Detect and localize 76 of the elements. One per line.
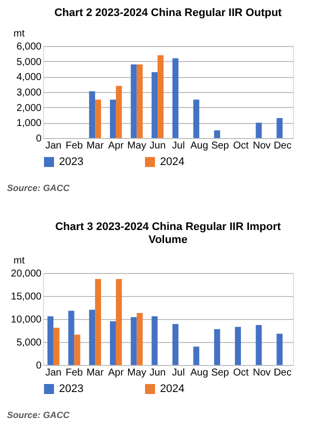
x-tick-label: Nov <box>252 368 271 378</box>
x-tick-label: Jul <box>172 368 185 378</box>
x-tick-label: Mar <box>86 368 104 378</box>
legend-label: 2024 <box>160 383 184 395</box>
bar <box>172 58 178 138</box>
bar <box>234 326 241 365</box>
y-axis-title: mt <box>14 28 25 40</box>
x-tick-label: Aug <box>190 368 208 378</box>
x-tick-label: Jan <box>45 140 62 152</box>
bar <box>276 118 283 138</box>
bar <box>68 310 74 365</box>
chart-title: Chart 2 2023-2024 China Regular IIR Output <box>54 7 282 19</box>
x-tick-label: Oct <box>233 368 249 378</box>
y-tick-label: 20,000 <box>10 268 42 280</box>
bar <box>116 278 122 365</box>
bar <box>74 334 80 365</box>
legend-label: 2023 <box>59 383 84 395</box>
legend-label: 2024 <box>160 156 184 168</box>
bar <box>152 316 158 365</box>
x-tick-label: Jun <box>150 140 166 152</box>
x-tick-label: Apr <box>108 368 124 378</box>
bar <box>214 329 220 365</box>
x-tick-label: Jul <box>172 140 185 152</box>
x-tick-label: Oct <box>233 140 249 152</box>
x-tick-label: Dec <box>274 140 292 152</box>
bar <box>193 100 200 138</box>
y-axis-title: mt <box>14 256 25 266</box>
x-tick-label: Feb <box>66 140 84 152</box>
bar <box>95 278 102 365</box>
bar <box>110 321 116 365</box>
bar <box>172 324 178 365</box>
bar <box>152 72 158 138</box>
x-tick-label: Feb <box>66 368 84 378</box>
bar <box>130 64 137 138</box>
y-tick-label: 15,000 <box>10 292 42 302</box>
bar <box>116 86 122 138</box>
bar <box>130 317 137 365</box>
bar <box>95 100 102 138</box>
x-tick-label: May <box>127 140 146 152</box>
bar <box>136 64 143 138</box>
x-tick-label: Jun <box>150 368 166 378</box>
bar <box>256 324 262 365</box>
y-tick-label: 0 <box>36 360 42 372</box>
legend-label: 2023 <box>59 156 84 168</box>
x-tick-label: Dec <box>274 368 292 378</box>
x-tick-label: Jan <box>45 368 62 378</box>
x-tick-label: Nov <box>252 140 271 152</box>
bar <box>47 316 54 365</box>
bar <box>136 313 143 365</box>
bar <box>158 55 164 138</box>
x-tick-label: Sep <box>211 140 230 152</box>
x-tick-label: Mar <box>86 140 104 152</box>
y-tick-label: 1,000 <box>16 118 42 130</box>
x-tick-label: Sep <box>211 368 230 378</box>
bar <box>110 100 116 138</box>
source-note: Source: GACC <box>7 410 70 420</box>
bar <box>89 310 96 365</box>
y-tick-label: 5,000 <box>16 56 42 68</box>
y-tick-label: 5,000 <box>16 338 42 348</box>
y-tick-label: 3,000 <box>16 88 42 98</box>
y-tick-label: 0 <box>36 134 42 144</box>
bar <box>89 91 96 138</box>
bar <box>214 130 220 138</box>
bar <box>256 122 262 138</box>
x-tick-label: May <box>127 368 146 378</box>
y-tick-label: 2,000 <box>16 102 42 114</box>
source-note: Source: GACC <box>7 183 70 193</box>
chart-title: Chart 3 2023-2024 China Regular IIR Import Volume <box>55 221 282 246</box>
bar <box>53 328 60 365</box>
bar <box>193 346 200 365</box>
bar <box>276 334 283 365</box>
y-tick-label: 10,000 <box>10 314 42 326</box>
x-tick-label: Apr <box>108 140 124 152</box>
x-tick-label: Aug <box>190 140 208 152</box>
y-tick-label: 6,000 <box>16 42 42 52</box>
y-tick-label: 4,000 <box>16 72 42 84</box>
